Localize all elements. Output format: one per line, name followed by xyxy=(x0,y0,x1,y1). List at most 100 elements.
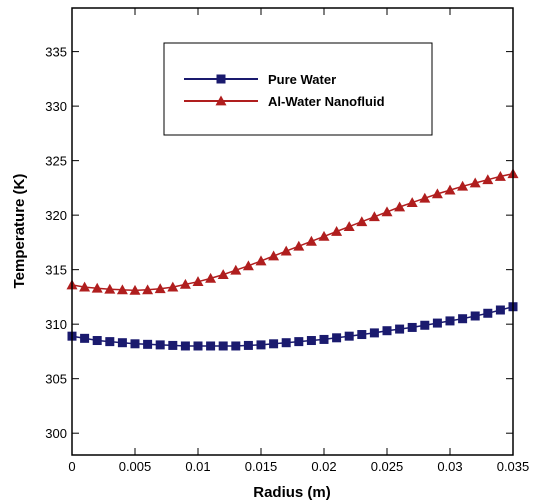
y-axis-title: Temperature (K) xyxy=(11,174,28,289)
legend-box xyxy=(163,42,433,136)
data-point xyxy=(155,340,165,350)
data-point xyxy=(117,338,127,348)
data-point xyxy=(91,282,103,293)
x-tick-label: 0.02 xyxy=(311,459,336,474)
x-tick-label: 0.035 xyxy=(497,459,530,474)
data-point xyxy=(381,206,393,217)
series-2 xyxy=(66,168,519,295)
data-point xyxy=(167,281,179,292)
data-point xyxy=(357,330,367,340)
data-point xyxy=(394,201,406,212)
legend-items: Pure Water Al-Water Nanofluid xyxy=(184,72,385,109)
data-point xyxy=(105,337,115,347)
y-tick-label: 315 xyxy=(45,263,67,278)
data-point xyxy=(444,184,456,195)
x-tick-label: 0.01 xyxy=(185,459,210,474)
data-point xyxy=(331,226,343,236)
data-point xyxy=(293,240,305,251)
data-point xyxy=(319,334,329,344)
legend-label: Al-Water Nanofluid xyxy=(268,94,385,109)
data-point xyxy=(269,339,279,349)
data-point xyxy=(143,339,153,349)
ticks-layer: 0 0.005 0.01 0.015 0.02 0.025 0.03 0.035 300 305 3… xyxy=(45,8,529,474)
data-point xyxy=(483,308,493,318)
x-tick-label: 0 xyxy=(68,459,75,474)
data-point xyxy=(306,336,316,346)
y-tick-label: 335 xyxy=(45,45,67,60)
data-point xyxy=(343,221,355,231)
data-point xyxy=(469,177,481,188)
data-point xyxy=(432,318,442,328)
series-1 xyxy=(67,302,518,351)
data-point xyxy=(206,341,216,351)
x-tick-label: 0.025 xyxy=(371,459,404,474)
data-point xyxy=(382,326,392,336)
data-point xyxy=(179,278,191,289)
x-tick-label: 0.005 xyxy=(119,459,152,474)
data-point xyxy=(294,337,304,347)
y-tick-label: 310 xyxy=(45,317,67,332)
data-point xyxy=(318,230,330,241)
data-point xyxy=(431,188,443,199)
data-point xyxy=(407,322,417,332)
data-point xyxy=(395,324,405,334)
data-point xyxy=(420,320,430,330)
y-tick-label: 320 xyxy=(45,208,67,223)
data-point xyxy=(130,339,140,349)
x-tick-label: 0.015 xyxy=(245,459,278,474)
series-layer xyxy=(66,168,519,351)
data-point xyxy=(243,340,253,350)
data-point xyxy=(218,341,228,351)
data-point xyxy=(129,284,141,295)
data-point xyxy=(495,305,505,315)
y-tick-label: 305 xyxy=(45,372,67,387)
data-point xyxy=(192,276,204,287)
data-point xyxy=(419,192,431,203)
data-point xyxy=(231,341,241,351)
data-point xyxy=(116,284,128,295)
data-point xyxy=(406,197,418,208)
data-point xyxy=(92,336,102,346)
x-axis-title: Radius (m) xyxy=(253,484,331,501)
data-point xyxy=(104,283,116,294)
y-tick-label: 325 xyxy=(45,154,67,169)
data-point xyxy=(242,260,254,271)
data-point xyxy=(280,245,292,256)
data-point xyxy=(193,341,203,351)
data-point xyxy=(470,311,480,321)
data-point xyxy=(230,264,242,275)
data-point xyxy=(457,180,469,191)
y-tick-label: 300 xyxy=(45,426,67,441)
data-point xyxy=(356,216,368,227)
legend-label: Pure Water xyxy=(268,72,336,87)
x-tick-label: 0.03 xyxy=(437,459,462,474)
legend-marker xyxy=(216,74,226,84)
legend-item-1: Pure Water xyxy=(184,72,336,87)
data-point xyxy=(281,338,291,348)
data-point xyxy=(168,340,178,350)
plot-frame xyxy=(71,7,514,456)
data-point xyxy=(445,316,455,326)
data-point xyxy=(154,283,166,294)
data-point xyxy=(142,284,154,295)
data-point xyxy=(369,328,379,338)
legend-marker xyxy=(215,95,227,106)
data-point xyxy=(79,281,91,292)
data-point xyxy=(217,269,229,279)
data-point xyxy=(80,333,90,343)
data-point xyxy=(205,272,217,283)
data-point xyxy=(180,341,190,351)
data-point xyxy=(482,174,494,185)
data-point xyxy=(344,331,354,341)
data-point xyxy=(255,255,267,266)
data-point xyxy=(268,250,280,261)
data-point xyxy=(256,340,266,350)
y-tick-label: 330 xyxy=(45,99,67,114)
data-point xyxy=(332,333,342,343)
data-point xyxy=(368,211,380,222)
data-point xyxy=(494,170,506,181)
data-point xyxy=(305,235,317,246)
data-point xyxy=(458,314,468,324)
legend: Pure Water Al-Water Nanofluid xyxy=(163,42,433,136)
